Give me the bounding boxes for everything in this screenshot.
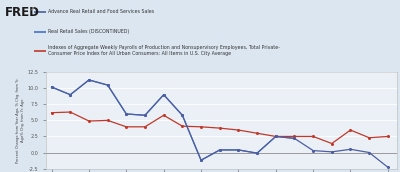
Y-axis label: Percent Change from Year Ago, % Chg. from Yr.
Ago% Chg. from Yr. Ago: Percent Change from Year Ago, % Chg. fro… xyxy=(16,78,25,163)
Text: ↗: ↗ xyxy=(29,6,35,12)
Text: Indexes of Aggregate Weekly Payrolls of Production and Nonsupervisory Employees,: Indexes of Aggregate Weekly Payrolls of … xyxy=(48,45,280,56)
Text: FRED: FRED xyxy=(5,6,40,19)
Text: Real Retail Sales (DISCONTINUED): Real Retail Sales (DISCONTINUED) xyxy=(48,29,129,34)
Text: Advance Real Retail and Food Services Sales: Advance Real Retail and Food Services Sa… xyxy=(48,9,154,14)
